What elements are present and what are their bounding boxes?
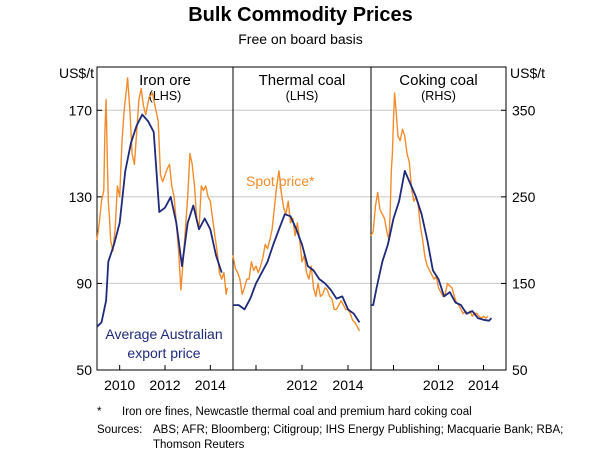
left-tick-label: 90 <box>76 275 92 291</box>
spot-price-annotation: Spot price* <box>246 173 315 189</box>
export-price-line <box>96 113 223 328</box>
chart-subtitle: Free on board basis <box>238 31 363 47</box>
sources-text: ABS; AFR; Bloomberg; Citigroup; IHS Ener… <box>153 424 564 451</box>
x-tick-label: 2014 <box>468 377 499 393</box>
right-tick-label: 50 <box>512 362 528 378</box>
footnote-mark: * <box>97 406 102 418</box>
footnote-text: Iron ore fines, Newcastle thermal coal a… <box>122 406 472 418</box>
right-tick-label: 350 <box>512 102 536 118</box>
panel-title: Iron ore <box>139 72 191 89</box>
export-price-annotation-line2: export price <box>127 345 200 361</box>
left-tick-label: 170 <box>69 102 93 118</box>
x-tick-label: 2012 <box>423 377 454 393</box>
panel-axis-note: (LHS) <box>286 89 319 103</box>
panel-title: Thermal coal <box>259 72 346 89</box>
right-tick-label: 250 <box>512 189 536 205</box>
right-tick-label: 150 <box>512 275 536 291</box>
x-tick-label: 2012 <box>286 377 317 393</box>
spot-price-line <box>96 77 228 295</box>
chart-title: Bulk Commodity Prices <box>188 4 413 26</box>
export-price-annotation-line1: Average Australian <box>105 326 222 342</box>
left-tick-label: 130 <box>69 189 93 205</box>
spot-price-line <box>232 170 361 332</box>
left-axis-unit: US$/t <box>59 65 94 81</box>
panel-axis-note: (RHS) <box>421 89 456 103</box>
left-tick-label: 50 <box>76 362 92 378</box>
x-tick-label: 2014 <box>195 377 226 393</box>
sources-label: Sources: <box>97 424 143 436</box>
plot-frame <box>96 66 507 371</box>
x-tick-label: 2014 <box>332 377 363 393</box>
panel-title: Coking coal <box>399 72 477 89</box>
x-tick-label: 2012 <box>149 377 180 393</box>
export-price-line <box>233 213 361 323</box>
panel-axis-note: (LHS) <box>149 89 182 103</box>
right-axis-unit: US$/t <box>510 65 545 81</box>
export-price-line <box>371 170 493 322</box>
spot-price-line <box>370 92 489 319</box>
x-tick-label: 2010 <box>104 377 135 393</box>
